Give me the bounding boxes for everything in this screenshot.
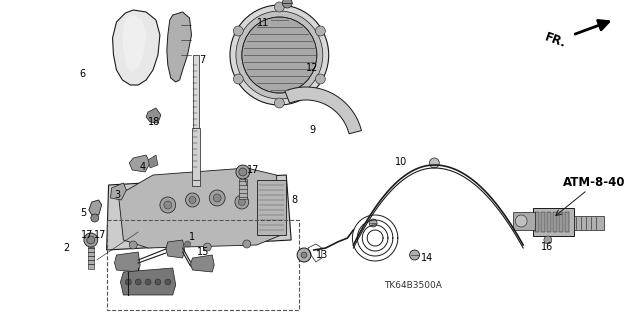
Circle shape [239, 168, 247, 176]
Circle shape [316, 74, 325, 84]
Polygon shape [148, 155, 158, 168]
Text: 12: 12 [306, 63, 318, 73]
Text: 2: 2 [63, 243, 69, 253]
Text: 18: 18 [148, 117, 160, 127]
Circle shape [235, 195, 249, 209]
Circle shape [145, 279, 151, 285]
Circle shape [189, 197, 196, 204]
Bar [547, 212, 551, 232]
Polygon shape [111, 183, 126, 200]
Circle shape [275, 98, 284, 108]
Circle shape [213, 194, 221, 202]
Circle shape [230, 5, 329, 105]
Text: 1: 1 [189, 232, 195, 242]
Circle shape [135, 279, 141, 285]
Polygon shape [167, 12, 191, 82]
Circle shape [369, 219, 377, 227]
Polygon shape [89, 200, 102, 215]
Bar [541, 212, 545, 232]
Circle shape [301, 252, 307, 258]
Bar [193, 128, 200, 186]
Circle shape [164, 201, 172, 209]
Text: 17: 17 [81, 230, 94, 240]
Circle shape [91, 214, 99, 222]
Circle shape [410, 250, 420, 260]
Bar [513, 212, 535, 230]
Polygon shape [285, 87, 362, 134]
Text: ATM-8-40: ATM-8-40 [563, 176, 625, 189]
Bar [575, 216, 604, 230]
Bar [239, 179, 247, 199]
Polygon shape [129, 155, 150, 172]
Circle shape [169, 244, 177, 252]
Text: 13: 13 [316, 250, 328, 260]
Circle shape [129, 241, 137, 249]
Circle shape [234, 74, 243, 84]
Text: 9: 9 [309, 125, 315, 135]
Text: FR.: FR. [543, 30, 568, 50]
Polygon shape [166, 240, 184, 258]
Polygon shape [120, 268, 176, 295]
Text: 15: 15 [197, 247, 210, 257]
Circle shape [275, 2, 284, 12]
Bar [88, 247, 94, 269]
Bar [564, 212, 568, 232]
Text: 3: 3 [115, 190, 120, 200]
Text: 6: 6 [80, 69, 86, 79]
Circle shape [186, 193, 200, 207]
Circle shape [236, 11, 323, 99]
Bar [193, 55, 200, 185]
Circle shape [236, 165, 250, 179]
Text: 17: 17 [94, 230, 106, 240]
Text: 5: 5 [81, 208, 87, 218]
Circle shape [429, 158, 439, 168]
Circle shape [242, 17, 317, 93]
Circle shape [87, 236, 95, 244]
Circle shape [515, 215, 527, 227]
Circle shape [160, 197, 176, 213]
Circle shape [84, 233, 98, 247]
Circle shape [184, 241, 191, 247]
Text: 4: 4 [139, 162, 145, 172]
Circle shape [204, 243, 211, 251]
Polygon shape [115, 252, 140, 272]
Text: 11: 11 [257, 18, 269, 28]
Circle shape [125, 279, 131, 285]
Bar [533, 208, 575, 236]
Polygon shape [113, 10, 160, 85]
Text: 7: 7 [200, 55, 205, 65]
Text: 14: 14 [420, 253, 433, 263]
Text: 17: 17 [247, 165, 259, 175]
Text: 16: 16 [541, 242, 553, 252]
Polygon shape [118, 168, 282, 248]
Text: TK64B3500A: TK64B3500A [383, 280, 442, 290]
Circle shape [297, 248, 311, 262]
Bar [535, 212, 539, 232]
Polygon shape [122, 15, 146, 72]
Text: 10: 10 [395, 157, 407, 167]
Bar [257, 180, 286, 235]
Circle shape [165, 279, 171, 285]
Polygon shape [146, 108, 161, 123]
Circle shape [544, 236, 552, 244]
Circle shape [282, 0, 292, 8]
Bar [107, 220, 299, 310]
Circle shape [234, 26, 243, 36]
Circle shape [243, 240, 251, 248]
Circle shape [209, 190, 225, 206]
Polygon shape [107, 175, 291, 250]
Bar [559, 212, 563, 232]
Polygon shape [191, 255, 214, 272]
Circle shape [155, 279, 161, 285]
Bar [553, 212, 557, 232]
Circle shape [316, 26, 325, 36]
Circle shape [238, 198, 245, 205]
Text: 8: 8 [291, 195, 298, 205]
